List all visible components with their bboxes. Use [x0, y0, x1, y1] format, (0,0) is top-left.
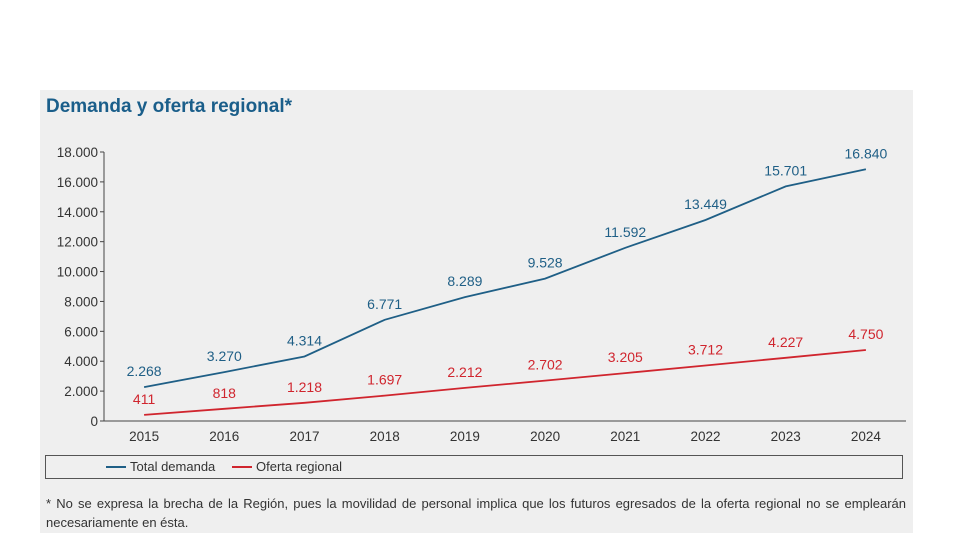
y-tick-label: 18.000 — [57, 145, 98, 160]
data-label-oferta: 4.227 — [768, 334, 803, 350]
x-tick-label: 2018 — [370, 429, 400, 444]
y-tick-label: 12.000 — [57, 235, 98, 250]
data-label-demanda: 6.771 — [367, 296, 402, 312]
series-line-oferta — [144, 349, 866, 416]
legend-label-oferta: Oferta regional — [256, 459, 342, 474]
data-label-oferta: 2.702 — [528, 357, 563, 373]
legend-label-demanda: Total demanda — [130, 459, 216, 474]
data-label-demanda: 8.289 — [447, 273, 482, 289]
legend-swatch-oferta — [232, 465, 252, 468]
x-tick-label: 2024 — [851, 429, 882, 444]
data-label-demanda: 15.701 — [764, 162, 807, 178]
y-tick-label: 10.000 — [57, 265, 98, 280]
data-label-demanda: 4.314 — [287, 333, 322, 349]
line-chart: 0 2.000 4.000 6.000 8.000 10.000 12.000 14.000 1… — [57, 145, 906, 444]
legend-swatch-demanda — [106, 465, 126, 468]
y-tick-label: 8.000 — [64, 294, 98, 309]
x-tick-label: 2015 — [129, 429, 159, 444]
x-tick-label: 2022 — [690, 429, 720, 444]
chart-panel: Demanda y oferta regional* 0 2.000 4.000 6.… — [40, 90, 913, 533]
x-tick-label: 2019 — [450, 429, 480, 444]
y-tick-label: 4.000 — [64, 354, 98, 369]
data-label-demanda: 9.528 — [528, 255, 563, 271]
data-label-oferta: 2.212 — [447, 364, 482, 380]
data-label-demanda: 3.270 — [207, 348, 242, 364]
data-label-oferta: 818 — [213, 385, 237, 401]
data-label-oferta: 3.205 — [608, 349, 643, 365]
y-tick-label: 2.000 — [64, 384, 98, 399]
data-label-oferta: 1.697 — [367, 372, 402, 388]
x-tick-label: 2017 — [289, 429, 319, 444]
footnote: * No se expresa la brecha de la Región, … — [46, 496, 906, 530]
data-label-oferta: 4.750 — [848, 326, 883, 342]
y-tick-label: 14.000 — [57, 205, 98, 220]
legend-item-demanda: Total demanda — [106, 459, 215, 474]
x-tick-label: 2023 — [771, 429, 801, 444]
legend-item-oferta: Oferta regional — [232, 459, 342, 474]
data-label-demanda: 2.268 — [127, 363, 162, 379]
series-line-demanda — [143, 168, 867, 388]
data-label-demanda: 13.449 — [684, 196, 727, 212]
data-label-oferta: 411 — [133, 391, 156, 407]
legend: Total demanda Oferta regional — [45, 455, 903, 479]
y-tick-label: 0 — [90, 414, 98, 429]
chart-title: Demanda y oferta regional* — [46, 96, 293, 117]
data-label-demanda: 16.840 — [844, 145, 887, 161]
x-tick-label: 2016 — [209, 429, 239, 444]
y-tick-label: 16.000 — [57, 175, 98, 190]
x-tick-label: 2020 — [530, 429, 560, 444]
x-tick-label: 2021 — [610, 429, 640, 444]
data-label-oferta: 3.712 — [688, 342, 723, 358]
data-label-demanda: 11.592 — [604, 224, 646, 240]
data-label-oferta: 1.218 — [287, 379, 322, 395]
y-tick-label: 6.000 — [64, 324, 98, 339]
